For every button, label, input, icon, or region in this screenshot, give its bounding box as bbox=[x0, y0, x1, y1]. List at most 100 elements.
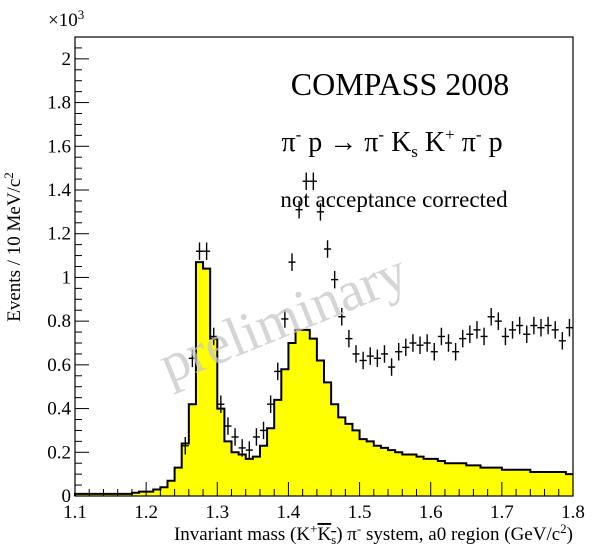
data-point bbox=[338, 308, 346, 326]
reaction-sup-1: - bbox=[296, 125, 302, 144]
data-point bbox=[217, 395, 225, 413]
data-point bbox=[324, 240, 332, 258]
data-point bbox=[259, 421, 268, 440]
y-exponent-power: 3 bbox=[78, 7, 85, 22]
data-point bbox=[516, 316, 524, 335]
x-tick-label: 1.6 bbox=[419, 502, 443, 523]
x-axis-title: Invariant mass (K+Ks) π- system, a0 regi… bbox=[174, 521, 573, 544]
data-point bbox=[537, 318, 545, 337]
data-point bbox=[466, 325, 474, 343]
x-tick-label: 1.5 bbox=[348, 502, 372, 523]
data-point bbox=[252, 428, 260, 446]
reaction-sub-1: s bbox=[411, 142, 418, 161]
x-title-part-4: ) bbox=[567, 524, 573, 544]
data-point bbox=[195, 242, 204, 260]
y-tick-label: 0 bbox=[62, 486, 72, 507]
data-point bbox=[423, 334, 431, 352]
reaction-sup-2: - bbox=[378, 125, 384, 144]
data-point bbox=[224, 417, 232, 435]
y-tick-label: 0.8 bbox=[47, 311, 71, 332]
data-point bbox=[267, 395, 275, 413]
data-point bbox=[459, 329, 467, 348]
data-point bbox=[345, 329, 353, 348]
x-axis-ticks: 1.1 1.2 1.3 1.4 1.5 1.6 1.7 1.8 bbox=[63, 482, 585, 523]
data-point bbox=[558, 332, 566, 350]
y-axis-exponent: ×103 bbox=[48, 7, 84, 31]
data-points bbox=[181, 172, 573, 459]
data-point bbox=[288, 253, 296, 271]
x-tick-label: 1.1 bbox=[63, 502, 87, 523]
data-point bbox=[388, 358, 396, 376]
y-exponent-base: ×10 bbox=[48, 10, 78, 31]
x-title-sup-1: + bbox=[310, 521, 317, 536]
data-point bbox=[352, 345, 360, 363]
experiment-label: COMPASS 2008 bbox=[291, 66, 509, 102]
x-tick-label: 1.7 bbox=[490, 502, 514, 523]
y-tick-label: 1.8 bbox=[47, 93, 71, 114]
reaction-part-2: p → π bbox=[301, 127, 378, 158]
reaction-part-1: π bbox=[281, 127, 295, 158]
data-point bbox=[508, 321, 517, 339]
data-point bbox=[530, 316, 538, 335]
y-tick-label: 2 bbox=[62, 49, 72, 70]
data-point bbox=[295, 200, 303, 219]
data-point bbox=[416, 336, 424, 354]
data-point bbox=[452, 343, 460, 361]
data-point bbox=[501, 327, 509, 346]
reaction-label: π- p → π- Ks K+ π- p bbox=[281, 125, 502, 161]
x-tick-label: 1.4 bbox=[277, 502, 301, 523]
x-title-part-3: system, a0 region (GeV/c bbox=[361, 524, 560, 544]
data-point bbox=[302, 172, 310, 190]
x-title-part-2: ) π bbox=[336, 524, 357, 544]
data-point bbox=[487, 308, 495, 326]
data-point bbox=[523, 325, 531, 343]
x-title-part-1: Invariant mass (K bbox=[174, 524, 310, 544]
y-axis-title: Events / 10 MeV/c2 bbox=[1, 172, 25, 322]
y-tick-label: 1 bbox=[62, 267, 72, 288]
x-title-sup-3: 2 bbox=[560, 521, 567, 536]
data-point bbox=[444, 334, 453, 352]
y-title-sup: 2 bbox=[1, 172, 16, 179]
y-tick-label: 1.6 bbox=[47, 136, 71, 157]
y-tick-label: 1.4 bbox=[47, 180, 71, 201]
data-point bbox=[380, 345, 389, 363]
data-point bbox=[238, 439, 246, 457]
data-point bbox=[231, 428, 239, 446]
data-point bbox=[245, 441, 253, 459]
reaction-sup-4: - bbox=[476, 125, 482, 144]
data-point bbox=[181, 436, 189, 455]
x-title-ks-s: s bbox=[331, 532, 336, 544]
data-point bbox=[544, 316, 552, 335]
y-title-main: Events / 10 MeV/c bbox=[4, 179, 25, 322]
histogram-outline bbox=[74, 261, 573, 496]
data-point bbox=[188, 349, 196, 368]
data-point bbox=[373, 349, 381, 368]
data-point bbox=[402, 338, 410, 357]
y-tick-label: 0.2 bbox=[47, 442, 71, 463]
x-tick-label: 1.2 bbox=[134, 502, 158, 523]
acceptance-note: not acceptance corrected bbox=[280, 187, 508, 212]
data-point bbox=[551, 321, 559, 339]
data-point bbox=[331, 270, 339, 289]
reaction-part-3: K bbox=[384, 127, 411, 158]
data-point bbox=[565, 318, 573, 337]
data-point bbox=[494, 312, 502, 330]
data-point bbox=[203, 242, 211, 260]
data-point bbox=[210, 327, 218, 346]
data-point bbox=[316, 203, 324, 221]
x-title-sup-2: - bbox=[357, 521, 361, 536]
reaction-part-4: K bbox=[418, 127, 445, 158]
data-point bbox=[430, 343, 438, 361]
data-point bbox=[274, 362, 282, 381]
data-point bbox=[281, 310, 289, 328]
x-tick-label: 1.3 bbox=[205, 502, 229, 523]
data-point bbox=[309, 172, 317, 190]
y-tick-label: 0.4 bbox=[47, 399, 71, 420]
plot-area bbox=[74, 172, 573, 496]
reaction-part-5: π bbox=[455, 127, 476, 158]
x-tick-label: 1.8 bbox=[561, 502, 585, 523]
y-tick-label: 0.6 bbox=[47, 355, 71, 376]
reaction-sup-3: + bbox=[445, 125, 455, 144]
data-point bbox=[437, 327, 445, 346]
